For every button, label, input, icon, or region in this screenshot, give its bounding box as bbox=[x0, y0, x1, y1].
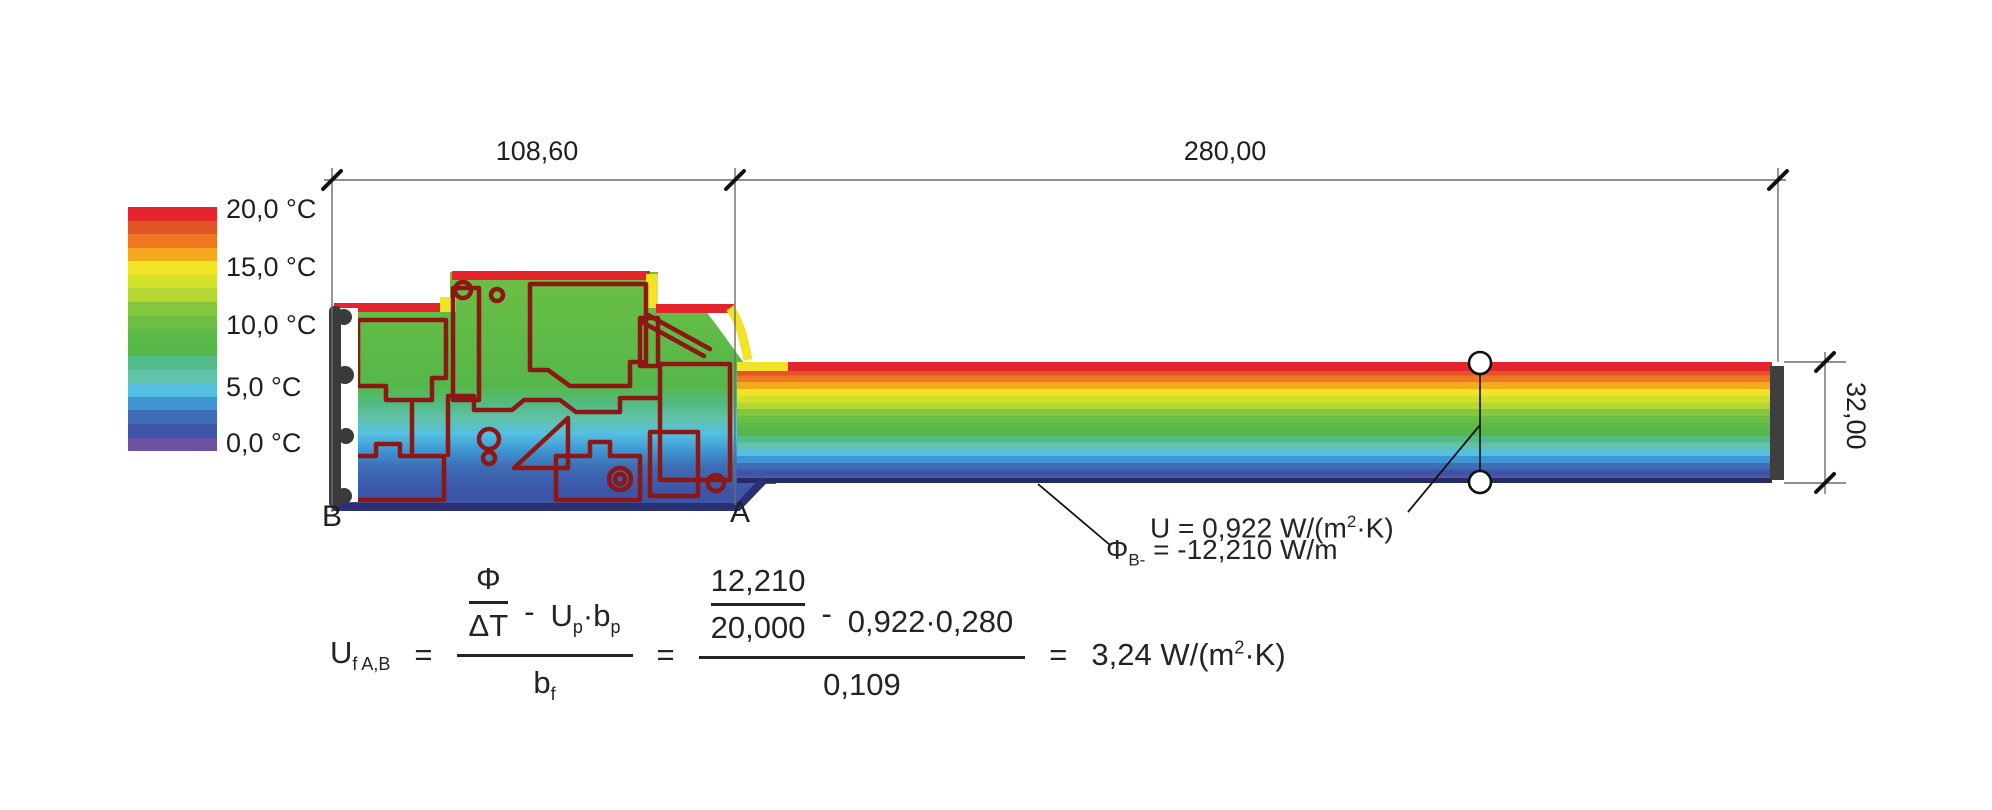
dimension-panel-thickness: 32,00 bbox=[1841, 382, 1871, 450]
exterior-gasket bbox=[329, 306, 358, 508]
panel-bottom-edge bbox=[737, 478, 1772, 483]
frame-chambers bbox=[349, 279, 733, 503]
annotation-phi-value: ΦB- = -12,210 W/m bbox=[1106, 534, 1338, 571]
leader-line-phi bbox=[1037, 483, 1111, 546]
formula-numeric-fraction: 12,210 20,000 - 0,922·0,280 0,109 bbox=[698, 563, 1026, 703]
legend-band bbox=[128, 424, 217, 438]
numeric-phi-over-deltaT: 12,210 20,000 bbox=[710, 563, 806, 645]
numeric-up-bp-term: 0,922·0,280 bbox=[847, 604, 1014, 639]
probe-marker-bottom bbox=[1467, 469, 1493, 495]
legend-band bbox=[128, 315, 217, 330]
legend-label: 10,0 °C bbox=[226, 310, 317, 340]
legend-band bbox=[128, 234, 217, 248]
minus-sign: - bbox=[524, 593, 535, 629]
formula-result: 3,24 W/(m2·K) bbox=[1091, 637, 1286, 672]
phi-symbol: Φ bbox=[1106, 534, 1129, 565]
formula-lhs: Uf A,B bbox=[330, 634, 391, 675]
probe-marker-top bbox=[1467, 350, 1493, 376]
marker-point-a: A bbox=[730, 496, 751, 529]
hot-surface-strips bbox=[334, 271, 1772, 371]
phi-over-deltaT: Φ ΔT bbox=[468, 560, 509, 643]
legend-band bbox=[128, 369, 217, 384]
dimension-panel-width: 280,00 bbox=[1183, 136, 1267, 166]
legend-band bbox=[128, 274, 217, 289]
phi-subscript: B- bbox=[1128, 550, 1146, 570]
legend-band bbox=[128, 396, 217, 411]
u-value-text: U = 0,922 W/(m bbox=[1150, 512, 1347, 544]
dimension-ticks bbox=[321, 169, 1836, 494]
panel-end-cap bbox=[1770, 366, 1784, 480]
legend-band bbox=[128, 342, 217, 357]
legend-band bbox=[128, 288, 217, 302]
numeric-bf-denominator: 0,109 bbox=[823, 667, 901, 702]
annotation-u-value: U = 0,922 W/(m2·K) bbox=[1150, 512, 1394, 544]
phi-value-text: = -12,210 W/m bbox=[1145, 534, 1338, 565]
legend-band bbox=[128, 220, 217, 235]
frame-bottom-edge bbox=[332, 477, 767, 511]
dimension-lines bbox=[324, 168, 1846, 512]
minus-sign: - bbox=[821, 596, 832, 631]
dimension-frame-width: 108,60 bbox=[495, 136, 579, 166]
legend-band bbox=[128, 247, 217, 262]
legend-band bbox=[128, 207, 217, 221]
leader-line-u bbox=[1407, 424, 1481, 513]
u-frame-formula: Uf A,B = Φ ΔT - Up·bp bf = 12,210 2 bbox=[330, 550, 1286, 760]
legend-band bbox=[128, 301, 217, 316]
legend-band bbox=[128, 383, 217, 397]
equals-sign: = bbox=[414, 637, 433, 672]
equals-sign: = bbox=[656, 637, 675, 672]
legend-band bbox=[128, 437, 217, 452]
formula-symbolic-fraction: Φ ΔT - Up·bp bf bbox=[456, 560, 633, 705]
equals-sign: = bbox=[1049, 637, 1068, 672]
legend-label: 0,0 °C bbox=[226, 428, 302, 458]
legend-label: 5,0 °C bbox=[226, 372, 302, 402]
up-bp-term: Up·bp bbox=[550, 597, 621, 637]
legend-band bbox=[128, 261, 217, 275]
legend-band bbox=[128, 329, 217, 343]
probe-markers bbox=[1037, 350, 1493, 546]
legend-band bbox=[128, 410, 217, 424]
legend-label: 20,0 °C bbox=[226, 194, 317, 224]
bf-denominator: bf bbox=[533, 664, 556, 705]
marker-point-b: B bbox=[322, 500, 343, 533]
frame-profile-body bbox=[332, 272, 776, 510]
legend-label: 15,0 °C bbox=[226, 252, 317, 282]
u-value-exponent: 2 bbox=[1346, 512, 1357, 531]
insulation-panel bbox=[737, 362, 1772, 483]
legend-band bbox=[128, 356, 217, 370]
u-value-unit: ·K) bbox=[1356, 512, 1394, 544]
temperature-legend bbox=[128, 207, 217, 452]
